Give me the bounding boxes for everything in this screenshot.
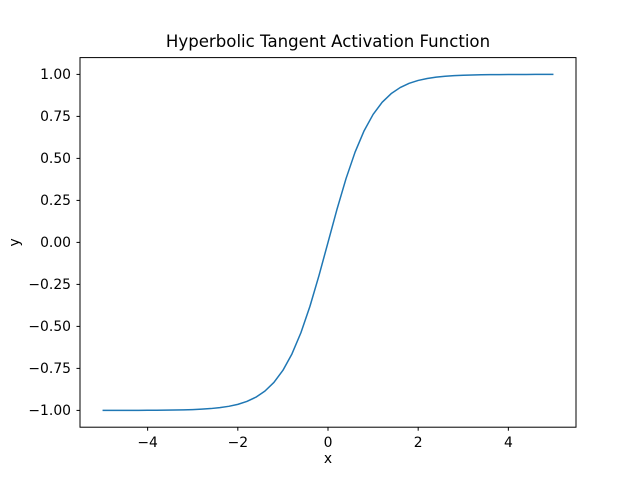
y-tick-label: −1.00 <box>28 403 71 419</box>
y-axis-label: y <box>7 238 23 246</box>
x-tick-label: −2 <box>228 435 248 451</box>
x-tick-label: 2 <box>414 435 423 451</box>
y-tick-label: 1.00 <box>40 67 71 83</box>
plot-generated-layer: −4 −2 0 2 4 1.00 0.75 0.50 0.25 0.00 −0.25 −0.50 −0.… <box>28 57 577 451</box>
y-tick-label: −0.25 <box>28 277 71 293</box>
x-tick-label: 4 <box>504 435 513 451</box>
y-tick-label: 0.50 <box>40 151 71 167</box>
y-tick-label: −0.75 <box>28 361 71 377</box>
x-tick-label: −4 <box>137 435 158 451</box>
x-tick-label: 0 <box>324 435 333 451</box>
y-tick-label: 0.75 <box>40 109 71 125</box>
y-tick-label: 0.25 <box>40 193 71 209</box>
tanh-curve <box>102 73 554 412</box>
y-tick-label: −0.50 <box>28 319 71 335</box>
x-axis-label: x <box>324 451 332 467</box>
chart-title: Hyperbolic Tangent Activation Function <box>166 32 490 51</box>
y-tick-label: 0.00 <box>40 235 71 251</box>
